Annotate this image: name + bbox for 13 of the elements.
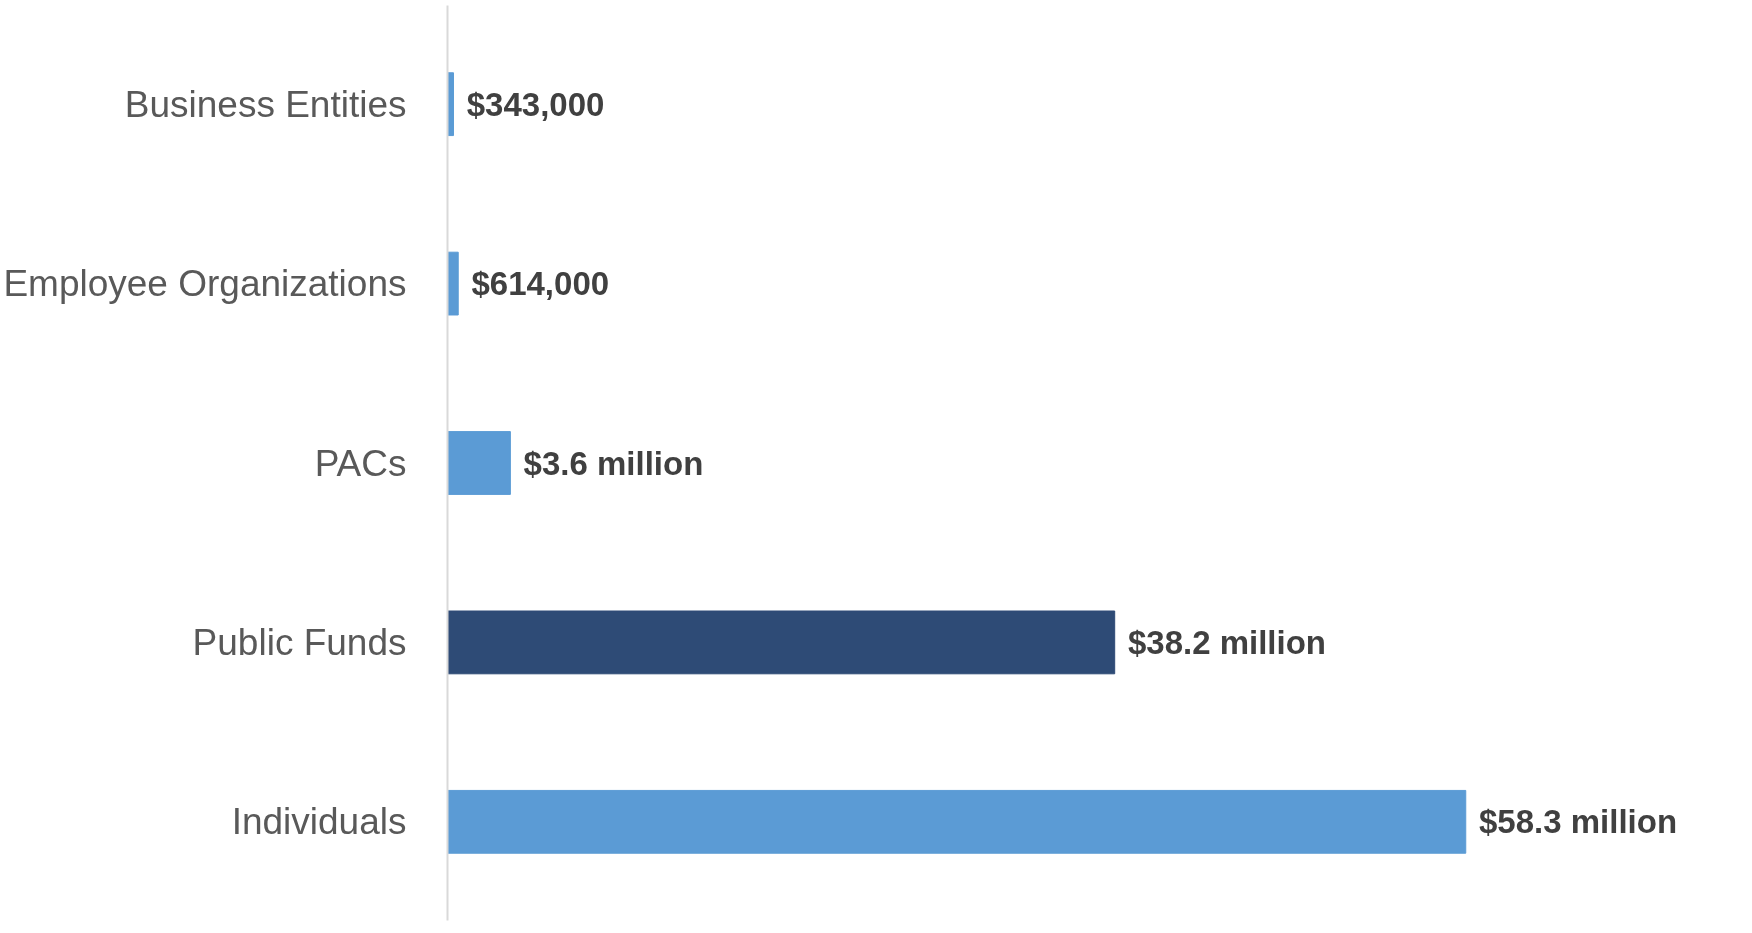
bar <box>447 431 511 495</box>
data-label: $614,000 <box>471 265 610 303</box>
bar <box>447 789 1467 854</box>
y-tick-label: Individuals <box>231 801 407 843</box>
data-label: $58.3 million <box>1478 803 1678 841</box>
bar <box>447 610 1116 675</box>
data-label: $343,000 <box>466 85 605 123</box>
y-tick-label: PACs <box>314 442 407 484</box>
y-tick-label: Employee Organizations <box>3 263 407 305</box>
data-label: $38.2 million <box>1127 623 1327 661</box>
y-tick-label: Business Entities <box>124 83 407 125</box>
data-label: $3.6 million <box>523 444 704 482</box>
y-tick-label: Public Funds <box>192 621 407 663</box>
